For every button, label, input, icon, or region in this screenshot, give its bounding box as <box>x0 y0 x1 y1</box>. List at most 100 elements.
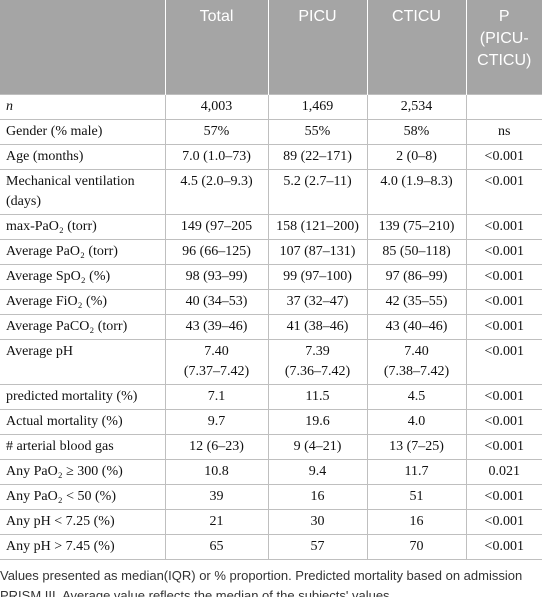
row-label: Any pH > 7.45 (%) <box>0 534 166 560</box>
cell: 7.40 (7.37–7.42) <box>164 339 269 385</box>
table-row: Any PaO₂ ≥ 300 (%) 10.8 9.4 11.7 0.021 <box>0 459 542 485</box>
cell: 65 <box>164 534 269 560</box>
cell: 97 (86–99) <box>366 264 467 290</box>
cell: 21 <box>164 509 269 535</box>
table-row: Average PaCO₂ (torr) 43 (39–46) 41 (38–46)… <box>0 314 542 340</box>
header-row: Total PICU CTICU P (PICU- CTICU) <box>0 0 542 95</box>
table-row: Gender (% male) 57% 55% 58% ns <box>0 119 542 145</box>
cell: 7.39 (7.36–7.42) <box>267 339 368 385</box>
cell: 2,534 <box>366 94 467 120</box>
header-cell: CTICU <box>367 0 467 95</box>
row-label: Age (months) <box>0 144 166 170</box>
cell: 85 (50–118) <box>366 239 467 265</box>
table-row: Mechanical ventilation (days) 4.5 (2.0–9.… <box>0 169 542 215</box>
cell: 42 (35–55) <box>366 289 467 315</box>
cell: ns <box>465 119 542 145</box>
row-label: Any PaO₂ ≥ 300 (%) <box>0 459 166 485</box>
cell: <0.001 <box>465 169 542 215</box>
row-label: Any pH < 7.25 (%) <box>0 509 166 535</box>
table-row: Average PaO₂ (torr) 96 (66–125) 107 (87–13… <box>0 239 542 265</box>
cell: 13 (7–25) <box>366 434 467 460</box>
row-label: Average PaCO₂ (torr) <box>0 314 166 340</box>
cell: 43 (40–46) <box>366 314 467 340</box>
header-cell: P (PICU- CTICU) <box>466 0 542 95</box>
table-row: Any PaO₂ < 50 (%) 39 16 51 <0.001 <box>0 484 542 510</box>
cell: 55% <box>267 119 368 145</box>
cell: <0.001 <box>465 289 542 315</box>
cell: 96 (66–125) <box>164 239 269 265</box>
cell: 37 (32–47) <box>267 289 368 315</box>
cell: 57% <box>164 119 269 145</box>
cell: <0.001 <box>465 484 542 510</box>
cell: <0.001 <box>465 314 542 340</box>
row-label: Average pH <box>0 339 166 385</box>
row-label: Average FiO₂ (%) <box>0 289 166 315</box>
header-cell: PICU <box>268 0 368 95</box>
cell: 9.4 <box>267 459 368 485</box>
cell: 57 <box>267 534 368 560</box>
row-label: max-PaO₂ (torr) <box>0 214 166 240</box>
cell: 139 (75–210) <box>366 214 467 240</box>
cell: 51 <box>366 484 467 510</box>
data-table: Total PICU CTICU P (PICU- CTICU) n 4,003 1,46… <box>0 0 542 560</box>
cell: 1,469 <box>267 94 368 120</box>
cell: <0.001 <box>465 144 542 170</box>
cell: 9 (4–21) <box>267 434 368 460</box>
cell: <0.001 <box>465 264 542 290</box>
table-row: predicted mortality (%) 7.1 11.5 4.5 <0.001 <box>0 384 542 410</box>
cell: 70 <box>366 534 467 560</box>
table-row: max-PaO₂ (torr) 149 (97–205 158 (121–200) 1… <box>0 214 542 240</box>
cell: 4,003 <box>164 94 269 120</box>
cell: <0.001 <box>465 534 542 560</box>
cell: 7.0 (1.0–73) <box>164 144 269 170</box>
cell: 158 (121–200) <box>267 214 368 240</box>
cell: 58% <box>366 119 467 145</box>
cell: 19.6 <box>267 409 368 435</box>
cell: 2 (0–8) <box>366 144 467 170</box>
cell: 0.021 <box>465 459 542 485</box>
cell: 107 (87–131) <box>267 239 368 265</box>
table-row: Actual mortality (%) 9.7 19.6 4.0 <0.001 <box>0 409 542 435</box>
row-label: n <box>0 94 166 120</box>
cell: 43 (39–46) <box>164 314 269 340</box>
cell: <0.001 <box>465 409 542 435</box>
table-row: Any pH < 7.25 (%) 21 30 16 <0.001 <box>0 509 542 535</box>
cell: 4.0 (1.9–8.3) <box>366 169 467 215</box>
cell: <0.001 <box>465 214 542 240</box>
cell: <0.001 <box>465 384 542 410</box>
table-row: Average pH 7.40 (7.37–7.42) 7.39 (7.36–7.4… <box>0 339 542 385</box>
cell: 9.7 <box>164 409 269 435</box>
cell: 4.5 (2.0–9.3) <box>164 169 269 215</box>
table-body: n 4,003 1,469 2,534 Gender (% male) 57% 55% 58%… <box>0 94 542 560</box>
cell: <0.001 <box>465 434 542 460</box>
row-label: predicted mortality (%) <box>0 384 166 410</box>
table-row: # arterial blood gas 12 (6–23) 9 (4–21) 13 … <box>0 434 542 460</box>
cell: 7.40 (7.38–7.42) <box>366 339 467 385</box>
cell: 11.5 <box>267 384 368 410</box>
table-row: Average SpO₂ (%) 98 (93–99) 99 (97–100) 97 … <box>0 264 542 290</box>
row-label: Average PaO₂ (torr) <box>0 239 166 265</box>
cell: 4.5 <box>366 384 467 410</box>
cell: 149 (97–205 <box>164 214 269 240</box>
cell: 30 <box>267 509 368 535</box>
header-cell <box>0 0 166 95</box>
cell: 40 (34–53) <box>164 289 269 315</box>
cell: 4.0 <box>366 409 467 435</box>
cell: 99 (97–100) <box>267 264 368 290</box>
table-row: Average FiO₂ (%) 40 (34–53) 37 (32–47) 42 (… <box>0 289 542 315</box>
table-row: Any pH > 7.45 (%) 65 57 70 <0.001 <box>0 534 542 560</box>
cell: <0.001 <box>465 509 542 535</box>
table-row: n 4,003 1,469 2,534 <box>0 94 542 120</box>
row-label: Gender (% male) <box>0 119 166 145</box>
cell <box>465 94 542 120</box>
header-cell: Total <box>165 0 269 95</box>
row-label: Any PaO₂ < 50 (%) <box>0 484 166 510</box>
table-row: Age (months) 7.0 (1.0–73) 89 (22–171) 2 (0–… <box>0 144 542 170</box>
row-label: Mechanical ventilation (days) <box>0 169 166 215</box>
cell: 7.1 <box>164 384 269 410</box>
cell: 12 (6–23) <box>164 434 269 460</box>
cell: 41 (38–46) <box>267 314 368 340</box>
row-label: Actual mortality (%) <box>0 409 166 435</box>
cell: 89 (22–171) <box>267 144 368 170</box>
